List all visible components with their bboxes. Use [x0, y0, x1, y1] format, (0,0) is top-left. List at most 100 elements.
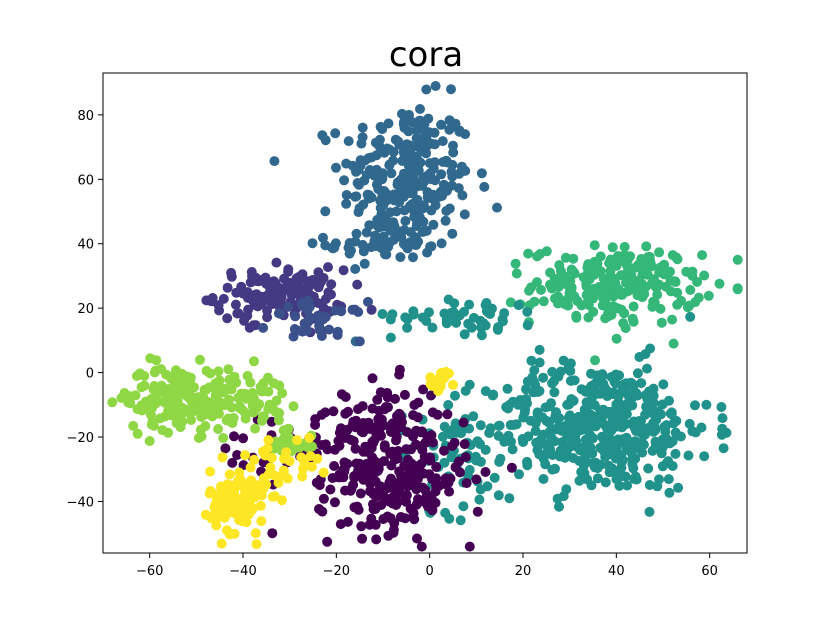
scatter-point	[522, 460, 533, 471]
scatter-point	[211, 520, 222, 531]
scatter-point	[432, 409, 443, 420]
scatter-point	[401, 490, 412, 501]
scatter-point	[266, 452, 277, 463]
scatter-point	[367, 403, 378, 414]
scatter-point	[377, 216, 388, 227]
scatter-point	[455, 467, 465, 478]
scatter-point	[325, 484, 336, 495]
scatter-point	[597, 431, 607, 442]
scatter-point	[389, 518, 400, 529]
scatter-point	[273, 415, 284, 426]
scatter-point	[622, 480, 633, 491]
scatter-point	[493, 430, 504, 441]
scatter-point	[298, 463, 308, 474]
scatter-point	[648, 426, 659, 437]
scatter-point	[403, 126, 414, 137]
scatter-point	[583, 312, 594, 323]
scatter-point	[224, 469, 235, 480]
scatter-point	[628, 301, 639, 312]
scatter-point	[183, 387, 194, 398]
scatter-point	[476, 168, 487, 179]
scatter-point	[354, 336, 365, 347]
scatter-point	[637, 292, 648, 303]
scatter-point	[205, 368, 216, 379]
scatter-point	[684, 300, 695, 311]
scatter-point	[626, 270, 636, 280]
scatter-point	[255, 382, 266, 392]
scatter-point	[431, 462, 442, 472]
scatter-points	[107, 81, 743, 552]
scatter-point	[628, 463, 639, 474]
scatter-point	[673, 482, 684, 493]
scatter-point	[470, 451, 481, 462]
scatter-point	[668, 338, 679, 349]
scatter-point	[581, 281, 592, 292]
scatter-point	[213, 378, 224, 389]
scatter-point	[381, 249, 392, 260]
scatter-point	[658, 379, 669, 390]
scatter-point	[480, 467, 491, 477]
scatter-point	[387, 309, 398, 320]
scatter-point	[216, 538, 227, 549]
scatter-point	[634, 416, 645, 426]
scatter-point	[613, 303, 623, 314]
scatter-point	[371, 457, 382, 468]
scatter-point	[425, 379, 436, 390]
scatter-point	[263, 435, 274, 446]
scatter-point	[642, 363, 652, 374]
scatter-point	[336, 423, 346, 434]
scatter-point	[377, 124, 388, 135]
scatter-point	[479, 181, 490, 192]
scatter-point	[200, 509, 211, 520]
scatter-point	[340, 485, 350, 496]
scatter-point	[623, 445, 634, 456]
scatter-point	[402, 427, 413, 437]
scatter-point	[410, 232, 421, 243]
scatter-point	[608, 291, 619, 302]
scatter-point	[427, 192, 438, 203]
scatter-point	[302, 284, 313, 295]
scatter-point	[368, 499, 378, 510]
scatter-point	[150, 365, 161, 376]
scatter-point	[278, 425, 289, 436]
scatter-point	[436, 119, 447, 130]
scatter-point	[385, 207, 395, 218]
scatter-point	[383, 241, 394, 252]
scatter-point	[631, 388, 642, 399]
scatter-point	[235, 514, 246, 525]
scatter-point	[402, 322, 413, 333]
scatter-point	[636, 378, 647, 389]
scatter-point	[441, 206, 452, 216]
scatter-point	[292, 280, 303, 291]
y-tick-label: −40	[67, 495, 94, 510]
scatter-point	[271, 257, 282, 268]
scatter-point	[186, 396, 197, 407]
scatter-point	[566, 424, 577, 434]
scatter-point	[357, 533, 368, 544]
scatter-point	[292, 435, 303, 446]
scatter-point	[245, 462, 256, 473]
scatter-point	[222, 282, 233, 293]
scatter-point	[327, 242, 338, 253]
scatter-point	[552, 298, 563, 309]
scatter-point	[247, 400, 258, 411]
scatter-point	[263, 372, 273, 383]
scatter-point	[277, 495, 287, 506]
scatter-point	[314, 480, 325, 491]
scatter-point	[330, 305, 341, 316]
scatter-point	[393, 446, 404, 456]
scatter-point	[538, 296, 549, 307]
scatter-point	[660, 426, 671, 437]
scatter-point	[438, 179, 449, 190]
scatter-point	[487, 390, 498, 401]
scatter-point	[572, 414, 583, 425]
scatter-point	[418, 203, 428, 214]
scatter-point	[538, 372, 549, 383]
scatter-point	[572, 296, 583, 306]
scatter-point	[599, 294, 610, 305]
scatter-point	[318, 467, 329, 478]
scatter-point	[161, 369, 172, 380]
scatter-point	[222, 313, 233, 324]
scatter-point	[220, 510, 231, 521]
